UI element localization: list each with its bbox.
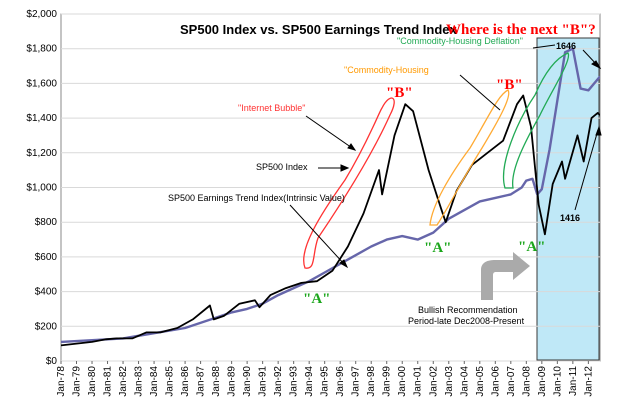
arrow-deflation — [532, 44, 556, 49]
label-a-3: "A" — [518, 239, 546, 255]
x-tick-label: Jan-79 — [72, 366, 83, 397]
arrow-internet-head — [347, 143, 357, 151]
x-tick-label: Jan-05 — [475, 366, 486, 397]
earnings-line — [61, 47, 600, 344]
y-tick-label: $1,000 — [26, 183, 57, 194]
x-tick-label: Jan-94 — [304, 366, 315, 397]
x-tick-label: Jan-89 — [227, 366, 238, 397]
x-tick-label: Jan-95 — [320, 366, 331, 397]
internet-bubble-label: "Internet Bubble" — [238, 103, 305, 113]
y-tick-label: $1,400 — [26, 113, 57, 124]
arrow-housing — [459, 74, 501, 111]
x-tick-label: Jan-84 — [149, 366, 160, 397]
x-tick-label: Jan-80 — [87, 366, 98, 397]
x-tick-label: Jan-92 — [273, 366, 284, 397]
x-tick-label: Jan-11 — [568, 366, 579, 396]
x-tick-label: Jan-08 — [521, 366, 532, 397]
bullish-arrow-icon — [481, 252, 530, 300]
commodity-housing-outline — [429, 89, 510, 226]
sp500-line — [61, 94, 600, 347]
x-tick-label: Jan-98 — [366, 366, 377, 397]
y-tick-label: $1,800 — [26, 44, 57, 55]
label-a-1: "A" — [303, 291, 331, 307]
x-tick-label: Jan-06 — [490, 366, 501, 397]
pointer-arrows — [289, 44, 602, 269]
y-tick-label: $400 — [35, 287, 58, 298]
commodity-housing-label: "Commodity-Housing — [344, 65, 429, 75]
x-tick-label: Jan-93 — [289, 366, 300, 397]
x-tick-label: Jan-01 — [413, 366, 424, 397]
x-tick-label: Jan-85 — [165, 366, 176, 397]
y-axis-ticks: $0 $200 $400 $600 $800 $1,000 $1,200 $1,400 $1,6… — [26, 9, 57, 367]
bullish-period-highlight — [536, 37, 600, 361]
x-tick-label: Jan-10 — [552, 366, 563, 397]
x-tick-label: Jan-00 — [397, 366, 408, 397]
x-tick-label: Jan-86 — [180, 366, 191, 397]
bullish-line-1: Bullish Recommendation — [418, 305, 518, 315]
x-tick-label: Jan-82 — [118, 366, 129, 397]
x-tick-label: Jan-03 — [444, 366, 455, 397]
y-tick-label: $200 — [35, 321, 58, 332]
commodity-deflation-outline — [503, 52, 570, 189]
arrow-internet — [305, 115, 356, 151]
arrow-earnings-head — [339, 259, 349, 269]
x-tick-label: Jan-99 — [382, 366, 393, 397]
arrow-1416-head — [595, 125, 602, 136]
arrow-1646-head — [591, 60, 602, 70]
chart-question: Where is the next "B"? — [446, 22, 596, 38]
arrow-earnings — [289, 204, 346, 266]
y-tick-label: $2,000 — [26, 9, 57, 20]
x-tick-label: Jan-91 — [258, 366, 269, 397]
bullish-line-2: Period-late Dec2008-Present — [408, 316, 525, 326]
earnings-index-label: SP500 Earnings Trend Index(Intrinsic Val… — [168, 193, 345, 203]
x-tick-label: Jan-07 — [506, 366, 517, 397]
label-b-1: "B" — [386, 85, 413, 101]
x-tick-label: Jan-96 — [335, 366, 346, 397]
y-tick-label: $0 — [46, 356, 58, 367]
x-tick-label: Jan-87 — [196, 366, 207, 397]
x-tick-label: Jan-09 — [537, 366, 548, 397]
x-tick-label: Jan-02 — [428, 366, 439, 397]
arrow-1416 — [574, 129, 599, 211]
y-tick-label: $600 — [35, 252, 58, 263]
x-tick-label: Jan-88 — [211, 366, 222, 397]
chart-title: SP500 Index vs. SP500 Earnings Trend Ind… — [180, 22, 458, 37]
label-a-2: "A" — [424, 240, 452, 256]
y-tick-label: $1,200 — [26, 148, 57, 159]
internet-bubble-outline — [303, 97, 395, 269]
sp500-index-label: SP500 Index — [256, 162, 308, 172]
series-lines — [61, 47, 600, 347]
label-1416: 1416 — [560, 213, 580, 223]
label-1646: 1646 — [556, 41, 576, 51]
x-tick-label: Jan-78 — [56, 366, 67, 397]
commodity-deflation-label: "Commodity-Housing Deflation" — [397, 36, 523, 46]
x-tick-label: Jan-83 — [134, 366, 145, 397]
x-tick-label: Jan-97 — [351, 366, 362, 397]
y-tick-label: $1,600 — [26, 78, 57, 89]
label-b-2: "B" — [496, 77, 523, 93]
arrow-sp500-head — [340, 164, 350, 172]
x-tick-label: Jan-81 — [103, 366, 114, 397]
y-tick-label: $800 — [35, 217, 58, 228]
x-tick-label: Jan-12 — [583, 366, 594, 397]
x-tick-label: Jan-90 — [242, 366, 253, 397]
x-axis-ticks: Jan-78 Jan-79 Jan-80 Jan-81 Jan-82 Jan-83 Jan-… — [56, 361, 594, 397]
x-tick-label: Jan-04 — [459, 366, 470, 397]
